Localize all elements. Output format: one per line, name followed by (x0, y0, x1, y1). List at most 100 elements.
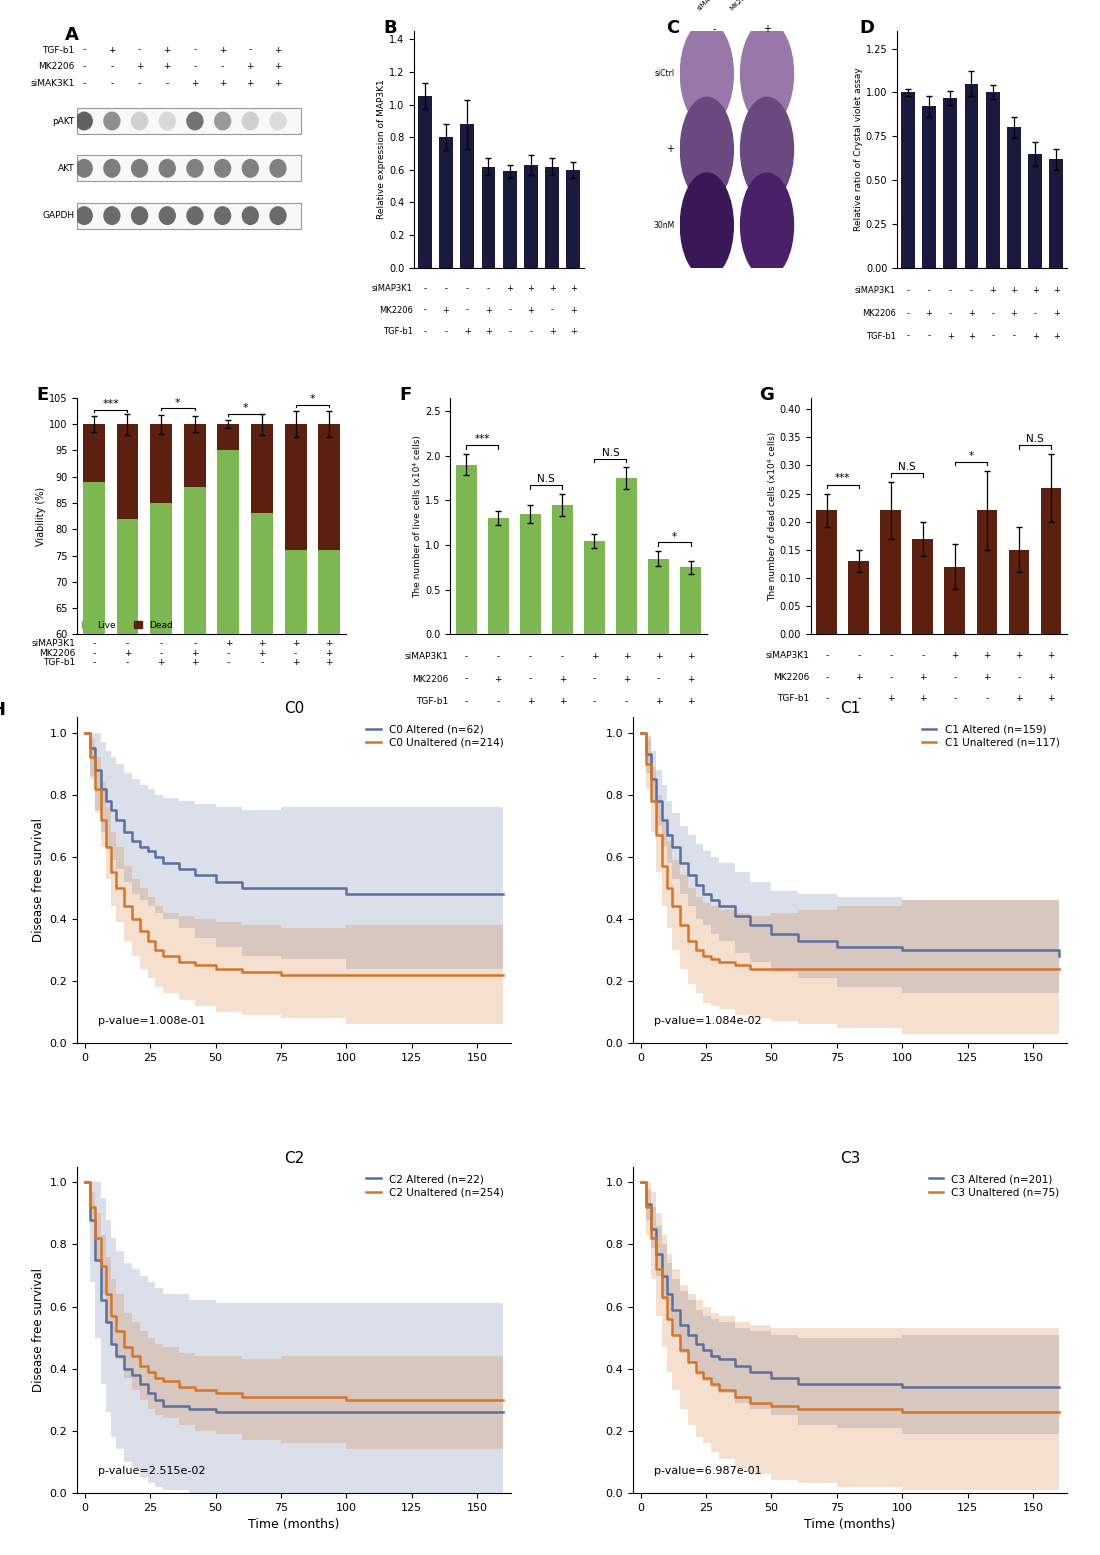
Bar (77, 156, 301, 182)
Text: +: + (191, 658, 198, 667)
Line: C2 Altered (n=22): C2 Altered (n=22) (85, 1182, 504, 1412)
C1 Unaltered (n=117) (728, 953, 741, 972)
Bar (318, 550, 340, 950)
Text: +: + (1047, 673, 1055, 681)
C0 Unaltered (n=214) (173, 947, 186, 966)
Bar (965, 84, 978, 267)
Legend: C0 Altered (n=62), C0 Unaltered (n=214): C0 Altered (n=62), C0 Unaltered (n=214) (362, 720, 508, 751)
C0 Altered (n=62) (156, 854, 169, 872)
Text: +: + (164, 45, 170, 54)
Title: C1: C1 (839, 701, 860, 715)
Line: C1 Altered (n=159): C1 Altered (n=159) (640, 732, 1059, 956)
C0 Unaltered (n=214) (89, 748, 102, 767)
Bar (520, 513, 541, 634)
Bar (218, 451, 240, 950)
Bar (584, 541, 605, 634)
Title: C0: C0 (284, 701, 305, 715)
C0 Altered (n=62) (497, 885, 510, 903)
Bar (251, 425, 273, 513)
C1 Altered (n=159) (1053, 947, 1066, 966)
C0 Altered (n=62) (235, 872, 249, 891)
C1 Altered (n=159) (764, 925, 778, 944)
C1 Altered (n=159) (705, 891, 718, 910)
C3 Unaltered (n=75) (689, 1353, 702, 1372)
C3 Altered (n=201) (673, 1316, 686, 1334)
C0 Altered (n=62) (141, 838, 154, 857)
C0 Unaltered (n=214) (141, 931, 154, 950)
Text: -: - (497, 697, 500, 706)
C0 Unaltered (n=214) (156, 947, 169, 966)
C1 Altered (n=159) (744, 907, 757, 925)
Ellipse shape (270, 159, 287, 177)
C0 Altered (n=62) (497, 885, 510, 903)
Text: +: + (570, 285, 576, 294)
Bar (1041, 488, 1062, 634)
C2 Altered (n=22) (183, 1396, 196, 1415)
C1 Altered (n=159) (639, 723, 652, 742)
C0 Altered (n=62) (99, 779, 112, 798)
C0 Unaltered (n=214) (340, 966, 353, 984)
C3 Altered (n=201) (660, 1266, 673, 1284)
Bar (524, 165, 538, 267)
Text: *: * (242, 403, 248, 414)
C0 Altered (n=62) (235, 879, 249, 897)
C1 Unaltered (n=117) (705, 947, 718, 966)
C1 Altered (n=159) (705, 885, 718, 903)
Y-axis label: Disease free survival: Disease free survival (32, 818, 45, 942)
C1 Unaltered (n=117) (713, 953, 726, 972)
Text: +: + (989, 286, 997, 295)
C3 Unaltered (n=75) (639, 1197, 652, 1216)
Text: +: + (485, 327, 492, 336)
C2 Altered (n=22) (89, 1250, 102, 1269)
Ellipse shape (270, 207, 287, 225)
C0 Unaltered (n=214) (340, 966, 353, 984)
Text: *: * (968, 451, 974, 460)
Text: +: + (686, 675, 694, 684)
C3 Unaltered (n=75) (660, 1309, 673, 1328)
Bar (503, 171, 517, 267)
Text: +: + (506, 285, 513, 294)
C0 Unaltered (n=214) (94, 779, 107, 798)
Text: E: E (36, 386, 48, 404)
C0 Unaltered (n=214) (110, 879, 123, 897)
C2 Unaltered (n=254) (94, 1256, 107, 1275)
C0 Altered (n=62) (94, 760, 107, 779)
C1 Unaltered (n=117) (689, 931, 702, 950)
Ellipse shape (76, 207, 92, 225)
Bar (880, 510, 901, 634)
C3 Unaltered (n=75) (1053, 1403, 1066, 1421)
C3 Unaltered (n=75) (728, 1381, 741, 1400)
C0 Unaltered (n=214) (209, 956, 222, 975)
C1 Altered (n=159) (791, 925, 804, 944)
Text: -: - (857, 694, 860, 703)
Text: +: + (274, 79, 282, 87)
C3 Unaltered (n=75) (673, 1325, 686, 1344)
C2 Altered (n=22) (209, 1403, 222, 1421)
C3 Unaltered (n=75) (895, 1400, 909, 1418)
Text: +: + (920, 694, 926, 703)
Text: -: - (1012, 331, 1015, 341)
C0 Altered (n=62) (78, 723, 91, 742)
C2 Unaltered (n=254) (84, 1172, 97, 1191)
Text: -: - (948, 309, 951, 317)
Ellipse shape (103, 159, 121, 177)
C1 Altered (n=159) (654, 810, 668, 829)
Bar (77, 107, 301, 134)
Text: -: - (561, 652, 564, 661)
C1 Altered (n=159) (645, 745, 658, 764)
C1 Unaltered (n=117) (634, 723, 647, 742)
Text: -: - (986, 694, 989, 703)
C2 Unaltered (n=254) (89, 1228, 102, 1247)
Bar (848, 561, 869, 634)
C2 Altered (n=22) (133, 1365, 146, 1384)
Text: +: + (191, 648, 198, 658)
C1 Altered (n=159) (645, 770, 658, 788)
Line: C0 Unaltered (n=214): C0 Unaltered (n=214) (85, 732, 504, 975)
C2 Unaltered (n=254) (274, 1387, 287, 1406)
Text: +: + (623, 652, 630, 661)
Text: -: - (110, 62, 113, 72)
C1 Unaltered (n=117) (650, 826, 663, 844)
C3 Altered (n=201) (650, 1219, 663, 1238)
Text: +: + (925, 309, 933, 317)
C0 Unaltered (n=214) (104, 863, 118, 882)
